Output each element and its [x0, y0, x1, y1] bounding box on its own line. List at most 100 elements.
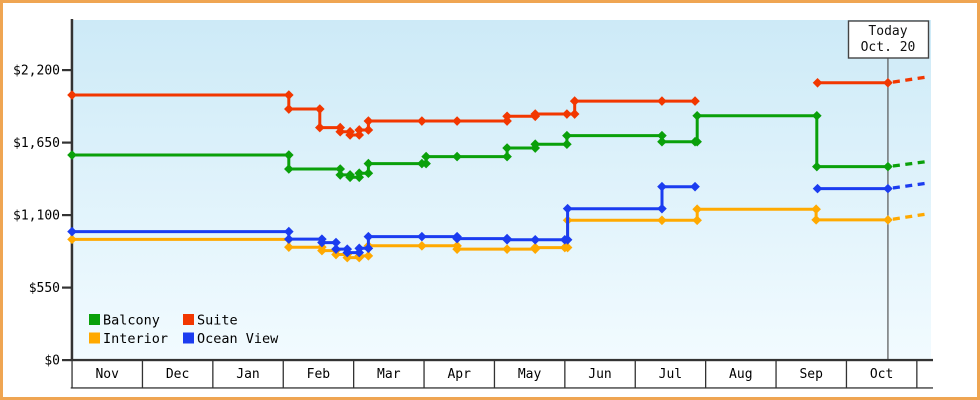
- y-axis: $2,200 $1,650 $1,100 $550 $0: [13, 64, 71, 369]
- month-divider: [775, 361, 777, 388]
- price-marker: [335, 164, 346, 174]
- price-marker: [331, 237, 341, 248]
- price-marker: [284, 242, 294, 252]
- price-marker: [67, 234, 77, 245]
- price-marker: [317, 237, 327, 248]
- price-marker: [562, 242, 573, 253]
- month-divider: [634, 361, 636, 388]
- price-marker: [421, 158, 431, 169]
- price-marker: [315, 122, 325, 133]
- legend: Balcony Suite Interior Ocean View: [89, 313, 279, 347]
- month-label-dec: Dec: [166, 367, 189, 382]
- price-marker: [657, 136, 667, 147]
- price-marker: [452, 233, 462, 244]
- price-marker: [335, 126, 346, 137]
- price-marker: [883, 161, 893, 172]
- price-marker: [562, 203, 573, 214]
- today-box: Today Oct. 20: [847, 20, 930, 59]
- y-tick-label: $2,200: [13, 64, 60, 79]
- legend-label: Ocean View: [197, 331, 279, 347]
- price-marker: [417, 116, 427, 126]
- today-box-frame: [847, 20, 930, 59]
- price-marker: [284, 234, 294, 244]
- series-ocean-view: [67, 181, 928, 258]
- price-marker: [354, 243, 365, 254]
- price-marker: [345, 130, 355, 140]
- price-marker: [363, 243, 374, 254]
- price-marker: [657, 203, 667, 214]
- legend-label: Suite: [197, 313, 238, 329]
- y-tick: [62, 214, 71, 217]
- month-label-feb: Feb: [307, 367, 331, 382]
- month-label-oct: Oct: [870, 367, 893, 382]
- price-marker: [502, 151, 512, 162]
- x-axis: Nov Dec Jan Feb Mar Apr May Jun Jul Aug Sep Oct: [71, 361, 918, 388]
- x-axis-line: [70, 358, 933, 362]
- price-marker: [284, 150, 294, 160]
- axes-layer: [70, 19, 933, 389]
- price-marker: [883, 215, 893, 225]
- projection-dashed-line: [892, 75, 928, 84]
- projection-dashed-line: [892, 159, 928, 168]
- price-marker: [812, 183, 823, 194]
- price-marker: [657, 215, 667, 226]
- price-marker: [530, 234, 541, 245]
- price-marker: [502, 244, 512, 254]
- price-marker: [530, 242, 541, 253]
- price-marker: [284, 226, 294, 237]
- price-marker: [417, 241, 427, 251]
- price-marker: [692, 110, 702, 121]
- month-label-aug: Aug: [729, 367, 752, 382]
- price-marker: [502, 143, 512, 153]
- series-suite: [67, 75, 928, 140]
- price-marker: [569, 96, 580, 106]
- price-marker: [562, 130, 572, 141]
- price-marker: [502, 111, 512, 122]
- legend-item-balcony: Balcony: [89, 313, 160, 329]
- price-marker: [331, 249, 341, 260]
- today-box-line2: Oct. 20: [861, 40, 916, 55]
- price-marker: [883, 183, 893, 194]
- month-label-jan: Jan: [236, 367, 259, 382]
- price-marker: [883, 77, 893, 88]
- today-box-line1: Today: [868, 24, 907, 39]
- price-marker: [345, 172, 355, 183]
- price-marker: [342, 252, 353, 263]
- price-marker: [657, 181, 667, 192]
- y-tick-label: $550: [29, 281, 60, 296]
- price-marker: [452, 244, 462, 254]
- legend-swatch: [183, 314, 194, 325]
- price-marker: [562, 139, 572, 150]
- y-tick: [62, 141, 71, 144]
- price-marker: [363, 158, 374, 169]
- price-marker: [692, 215, 702, 226]
- month-divider: [423, 361, 425, 388]
- legend-item-ocean-view: Ocean View: [183, 331, 279, 347]
- month-divider: [212, 361, 214, 388]
- price-marker: [284, 90, 294, 100]
- price-marker: [692, 204, 702, 214]
- price-marker: [690, 96, 700, 106]
- price-marker: [421, 151, 431, 162]
- price-marker: [562, 109, 572, 119]
- y-axis-line: [70, 19, 74, 361]
- month-label-jul: Jul: [659, 367, 682, 382]
- price-marker: [331, 244, 341, 254]
- price-marker: [562, 234, 573, 245]
- price-marker: [811, 204, 821, 214]
- price-marker: [284, 104, 294, 114]
- price-marker: [812, 161, 822, 172]
- price-marker: [335, 170, 346, 180]
- price-marker: [812, 110, 822, 121]
- price-marker: [657, 130, 667, 141]
- price-marker: [417, 231, 427, 242]
- month-divider: [282, 361, 284, 388]
- legend-item-suite: Suite: [183, 313, 238, 329]
- price-marker: [452, 116, 462, 126]
- price-marker: [363, 125, 374, 135]
- price-marker: [354, 168, 365, 179]
- month-label-apr: Apr: [447, 367, 471, 382]
- price-marker: [67, 226, 77, 237]
- price-marker: [530, 109, 541, 119]
